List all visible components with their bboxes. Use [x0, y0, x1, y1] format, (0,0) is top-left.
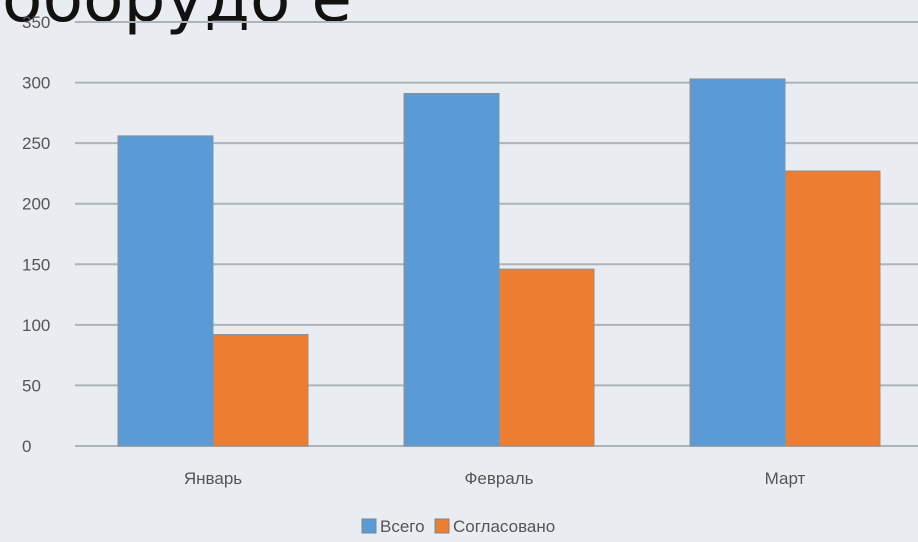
y-tick-label: 50	[22, 376, 41, 395]
y-tick-label: 100	[22, 316, 50, 335]
bar-Согласовано-Февраль	[498, 268, 595, 447]
y-tick-label: 350	[22, 13, 50, 32]
y-tick-label: 0	[22, 437, 31, 456]
bar-Всего-Март	[689, 78, 786, 447]
x-category-label: Январь	[184, 469, 242, 488]
bar-Всего-Январь	[117, 135, 214, 447]
legend-label-1: Согласовано	[453, 517, 555, 536]
bar-Всего-Февраль	[403, 92, 500, 447]
legend: Всего Согласовано	[361, 517, 555, 536]
bar-Согласовано-Март	[784, 170, 881, 447]
x-axis-category-labels: Январь Февраль Март	[184, 469, 806, 488]
y-tick-label: 300	[22, 74, 50, 93]
y-axis-tick-labels: 0 50 100 150 200 250 300 350	[22, 13, 50, 456]
legend-swatch-0	[361, 518, 377, 534]
y-tick-label: 250	[22, 134, 50, 153]
y-tick-label: 150	[22, 255, 50, 274]
heading-fragment: оборудо е	[2, 0, 352, 37]
y-tick-label: 200	[22, 195, 50, 214]
x-category-label: Февраль	[464, 469, 533, 488]
bar-Согласовано-Январь	[212, 334, 309, 447]
x-category-label: Март	[765, 469, 806, 488]
legend-swatch-1	[434, 518, 450, 534]
legend-label-0: Всего	[380, 517, 425, 536]
bars	[117, 78, 881, 447]
